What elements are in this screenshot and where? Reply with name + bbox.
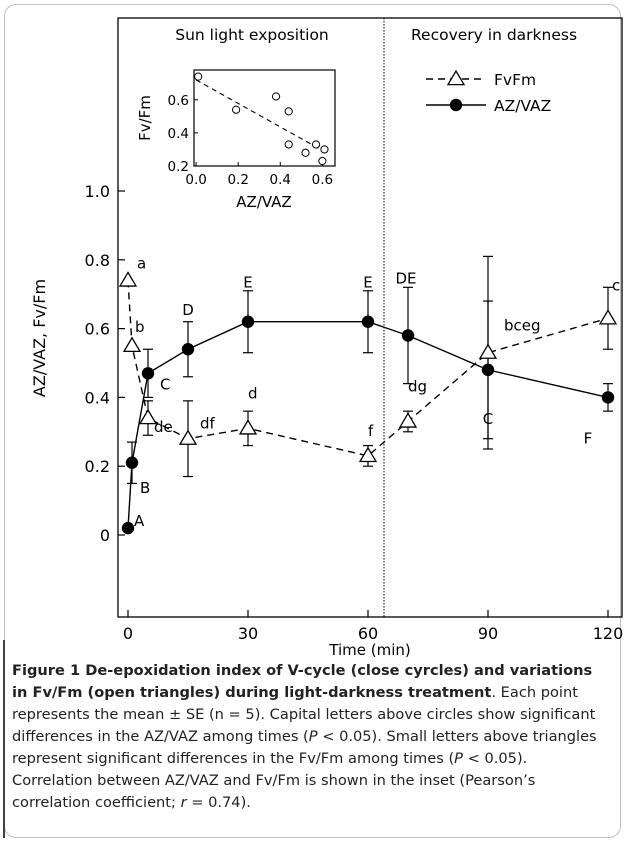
fvfm-letter-label: bceg [504,317,541,335]
fvfm-point [478,343,498,359]
region-label-sun: Sun light exposition [175,26,329,44]
azvaz-point [401,329,415,342]
inset-point [194,72,203,81]
y-tick-label: 0.2 [85,457,110,476]
inset-y-tick-label: 0.2 [168,159,189,175]
azvaz-point [361,315,375,328]
inset-x-axis-label: AZ/VAZ [236,193,291,211]
caption-side-bar [3,640,5,838]
figure-caption: Figure 1 De-epoxidation index of V-cycle… [12,660,612,814]
caption-body-3: < 0.05). Correlation between AZ/VAZ and … [12,750,536,811]
inset-trend-line [195,79,327,154]
azvaz-point [241,315,255,328]
azvaz-point [141,367,155,380]
x-tick-label: 0 [123,624,133,643]
fvfm-point [118,271,138,287]
inset-x-tick-label: 0.4 [270,172,291,188]
azvaz-letter-label: C [160,375,170,393]
azvaz-letter-label: DE [395,269,416,287]
p-symbol-1: P [308,728,318,745]
legend-azvaz-label: AZ/VAZ [494,97,551,115]
x-tick-label: 60 [358,624,378,643]
inset-point [284,140,293,149]
inset-point [271,92,281,101]
azvaz-letter-label: F [584,429,593,447]
inset-point [231,105,241,114]
azvaz-letter-label: B [140,479,150,497]
caption-body-4: = 0.74). [186,794,251,811]
inset-point [311,140,321,149]
legend-fvfm-marker [446,69,466,86]
y-tick-label: 0.6 [85,320,110,339]
inset-border [193,69,336,167]
inset-y-tick-label: 0.6 [168,93,189,109]
fvfm-point [598,308,618,325]
figure-label: Figure 1 [12,662,81,679]
fvfm-point [138,408,158,425]
chart: Sun light exposition Recovery in darkness… [30,17,624,659]
fvfm-point [178,429,198,445]
legend-azvaz-marker [449,98,463,112]
azvaz-point [481,363,495,377]
fvfm-letter-label: a [137,254,146,272]
fvfm-point [238,419,258,435]
fvfm-letter-label: de [154,418,173,436]
fvfm-point [398,412,418,428]
caption-body-2: < 0.05). Small letters above triangles r… [12,728,597,767]
x-tick-label: 90 [478,624,498,643]
y-tick-label: 1.0 [85,182,110,201]
fvfm-letter-label: b [135,318,145,336]
azvaz-point [121,521,135,535]
azvaz-letter-label: C [483,410,493,428]
azvaz-letter-label: E [363,274,372,292]
azvaz-point [125,456,139,469]
inset-x-tick-label: 0.2 [227,172,248,188]
fvfm-letter-label: dg [408,377,427,395]
y-tick-label: 0 [100,526,110,545]
axes: Sun light exposition Recovery in darkness… [30,17,624,659]
inset-point [318,156,327,166]
legend-fvfm-label: FvFm [494,71,536,89]
inset-x-tick-label: 0.6 [312,172,333,188]
x-axis-label: Time (min) [328,641,410,659]
r-symbol: r [180,794,187,811]
azvaz-point [181,343,195,356]
azvaz-letter-label: D [182,301,194,319]
inset-x-tick-label: 0.0 [185,172,206,188]
region-label-recovery: Recovery in darkness [411,26,577,44]
y-tick-label: 0.8 [85,251,110,270]
x-tick-label: 120 [593,624,624,643]
caption-body-1: . Each point represents the mean ± SE (n… [12,684,596,745]
plot-border [117,17,623,618]
azvaz-letter-label: A [134,512,145,530]
x-tick-label: 30 [238,624,258,643]
fvfm-letter-label: df [200,415,216,433]
fvfm-point [358,446,378,463]
inset-point [284,107,293,116]
fvfm-point [122,336,142,353]
y-tick-label: 0.4 [85,388,110,407]
figure-title: De-epoxidation index of V-cycle (close c… [12,662,593,701]
fvfm-letter-label: c [612,276,620,294]
azvaz-letter-label: E [243,274,252,292]
inset-y-axis-label: Fv/Fm [136,95,154,141]
legend: FvFm AZ/VAZ [426,69,551,115]
p-symbol-2: P [454,750,463,767]
fvfm-letter-label: f [368,422,374,440]
inset-point [301,148,310,157]
inset-y-tick-label: 0.4 [168,126,189,142]
figure-frame [4,4,621,838]
azvaz-point [601,391,615,404]
fvfm-letter-label: d [248,384,258,402]
y-axis-label: AZ/VAZ, Fv/Fm [30,279,49,397]
inset-point [320,145,329,154]
